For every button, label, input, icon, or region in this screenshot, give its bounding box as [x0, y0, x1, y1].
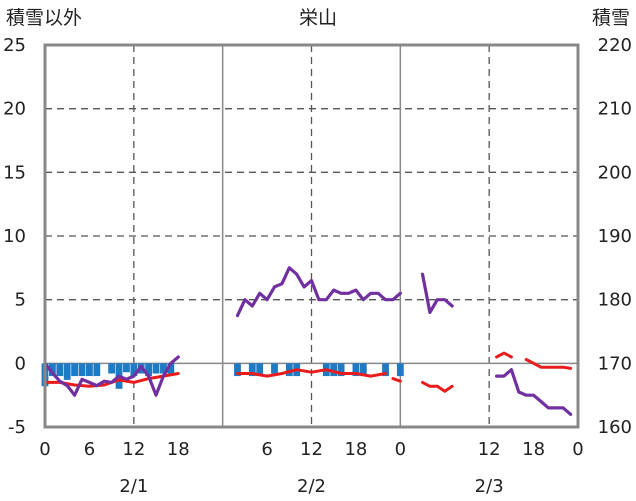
bar: [130, 363, 138, 377]
bar: [71, 363, 79, 377]
bar: [93, 363, 101, 377]
x-tick-label: 18: [167, 439, 190, 460]
x-tick-label: 0: [39, 439, 50, 460]
bar: [86, 363, 93, 377]
x-tick-label: 0: [572, 439, 583, 460]
y-right-tick-label: 190: [598, 226, 632, 247]
bar: [167, 363, 175, 374]
y-right-tick-label: 220: [598, 35, 632, 56]
y-right-tick-label: 180: [598, 290, 632, 311]
bar: [56, 363, 64, 377]
x-tick-label: 18: [344, 439, 367, 460]
y-left-tick-label: 15: [3, 162, 26, 183]
bar: [123, 363, 130, 373]
x-tick-label: 12: [122, 439, 145, 460]
snow-depth-line: [495, 368, 573, 416]
bar: [382, 363, 389, 377]
bar: [145, 363, 153, 377]
date-label: 2/3: [475, 476, 504, 497]
series-line: [421, 380, 454, 393]
x-tick-label: 6: [84, 439, 95, 460]
x-tick-label: 12: [478, 439, 501, 460]
snow-depth-line: [43, 355, 180, 397]
bar: [271, 363, 278, 374]
y-left-tick-label: 5: [15, 290, 26, 311]
bar: [248, 363, 256, 377]
bar: [330, 363, 338, 377]
bar: [234, 363, 241, 377]
bar: [359, 363, 367, 377]
plot-frame: [43, 43, 580, 429]
bar: [337, 363, 345, 377]
bar: [63, 363, 71, 380]
left-axis-title: 積雪以外: [6, 7, 82, 29]
series-line: [236, 368, 387, 378]
series-line: [495, 351, 513, 359]
bar: [48, 363, 56, 377]
y-right-tick-label: 160: [598, 417, 632, 438]
snow-depth-line: [235, 266, 402, 318]
date-label: 2/2: [297, 476, 326, 497]
bar: [152, 363, 160, 374]
y-right-tick-label: 200: [598, 162, 632, 183]
chart-title: 栄山: [299, 7, 337, 29]
right-axis-title: 積雪: [592, 7, 630, 29]
bar: [78, 363, 86, 377]
line-series: [43, 266, 573, 416]
y-left-tick-label: -5: [8, 417, 26, 438]
y-right-tick-label: 170: [598, 353, 632, 374]
y-left-tick-label: 10: [3, 226, 26, 247]
y-left-tick-label: 20: [3, 99, 26, 120]
bar: [285, 363, 293, 377]
x-tick-label: 12: [300, 439, 323, 460]
x-tick-label: 18: [522, 439, 545, 460]
y-left-tick-label: 0: [15, 353, 26, 374]
bar: [160, 363, 167, 374]
x-tick-label: 0: [395, 439, 406, 460]
bar: [256, 363, 264, 377]
bar: [352, 363, 360, 377]
series-line: [391, 377, 402, 383]
y-right-tick-label: 210: [598, 99, 632, 120]
y-left-tick-label: 25: [3, 35, 26, 56]
bar: [108, 363, 116, 374]
x-tick-label: 6: [261, 439, 272, 460]
date-label: 2/1: [119, 476, 148, 497]
snow-depth-line: [420, 272, 454, 314]
bar: [396, 363, 404, 377]
series-line: [524, 358, 573, 370]
